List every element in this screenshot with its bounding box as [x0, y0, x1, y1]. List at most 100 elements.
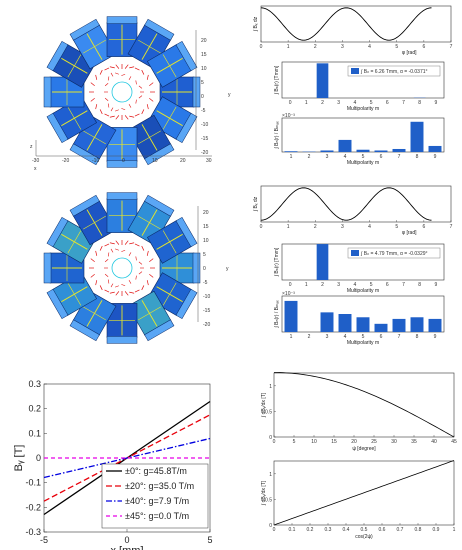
y-tick: -15 [203, 308, 210, 314]
magnet-edge [83, 130, 106, 145]
y-tick: -10 [203, 294, 210, 300]
x-tick: -10 [92, 158, 99, 164]
bar [392, 318, 406, 332]
field-arrow [135, 80, 137, 85]
x-tick-label: 15 [331, 439, 337, 445]
magnet-edge [67, 54, 82, 78]
x-tick-label: 7 [402, 282, 405, 288]
field-arrow [141, 109, 145, 115]
field-arrow [129, 66, 135, 69]
field-arrow [99, 285, 103, 291]
field-arrow [104, 83, 109, 87]
series-line [273, 460, 455, 526]
x-tick-label: 5 [362, 154, 365, 160]
field-arrow [146, 280, 149, 286]
x-axis-label: φ [rad] [402, 230, 417, 236]
legend: ∫ Bₙ = 6.26 Tmm, α = -0.0371° [347, 65, 441, 77]
field-arrow [109, 115, 115, 118]
x-axis-label: Multipolarity m [347, 106, 379, 112]
field-arrow [104, 243, 110, 247]
x-tick-label: 0.1 [289, 527, 296, 533]
magnet-block [69, 18, 117, 70]
magnet-top [69, 143, 100, 166]
magnet-edge [162, 230, 177, 254]
magnet-top [46, 40, 69, 72]
x-tick-label: 4 [368, 44, 371, 50]
field-arrow [146, 104, 149, 110]
magnet-block [46, 272, 98, 320]
bar [392, 148, 406, 152]
y-axis-label: ∫ Bₙ(r) [Tmm] [274, 65, 280, 95]
bar [410, 121, 424, 152]
x-tick-label: 0.6 [379, 527, 386, 533]
chart-field-gradient: 0.3 0.2 0.1 0 -0.1 -0.2 -0.3-5 0 5 x [mm] Bᵧ [T] ±0… [13, 379, 213, 550]
magnet-top [144, 319, 175, 342]
x-tick-label: 7 [398, 334, 401, 340]
y-tick-label: -0.1 [25, 478, 41, 488]
x-tick-label: 0 [260, 44, 263, 50]
x-tick-label: 1 [287, 44, 290, 50]
field-arrow [149, 258, 154, 263]
x-tick-label: 0 [273, 527, 276, 533]
field-arrow [99, 245, 103, 251]
field-arrow [107, 252, 110, 257]
x-tick-label: 8 [418, 100, 421, 106]
y-tick: 15 [201, 52, 207, 58]
field-arrow [121, 249, 126, 252]
magnet-top [69, 18, 100, 41]
legend: ±0°: g=45.8T/m ±20°: g=35.0 T/m ±40°: g=7.… [101, 463, 209, 529]
x-tick-label: 20 [351, 439, 357, 445]
field-arrow [115, 109, 119, 112]
field-arrow [134, 113, 140, 117]
field-arrow [107, 279, 110, 284]
y-tick: -15 [201, 136, 208, 142]
magnet-block [69, 194, 117, 246]
plot-area [273, 372, 455, 438]
y-tick-label: -0.2 [25, 502, 41, 512]
x-tick-label: 45 [451, 439, 457, 445]
field-arrow [146, 250, 149, 256]
field-arrow [109, 242, 115, 245]
x-axis-label: φ [rad] [402, 50, 417, 56]
magnet-block [146, 216, 198, 264]
x-tick-label: 10 [311, 439, 317, 445]
bar [284, 300, 298, 332]
x-tick-label: 2 [321, 100, 324, 106]
z-axis-label: z [30, 144, 33, 150]
magnet-top [69, 194, 100, 217]
legend-box [347, 65, 441, 77]
field-arrow [128, 279, 132, 284]
field-arrow [90, 82, 95, 87]
x-tick-label: 0.2 [307, 527, 314, 533]
chart-mid-residual: 1 2 3 4 5 6 7 8 9 Multipolarity m ∫ Bₙ(r) / Bₘₐₓ×1… [274, 291, 445, 346]
magnet-edge [162, 282, 177, 306]
legend-swatch [351, 68, 359, 74]
x-tick-label: 7 [402, 100, 405, 106]
y-tick-label: 0.5 [265, 497, 272, 503]
magnet-top [175, 216, 198, 248]
x-tick-label: 6 [380, 154, 383, 160]
magnet-axis-y: 20 15 10 5 0 -5 -10 -15 -20 y [197, 206, 229, 328]
y-axis-label: ∫ Bₙ(r) / Bₘₐₓ [274, 121, 280, 150]
field-arrow [135, 99, 137, 104]
magnet-top [69, 319, 100, 342]
field-arrow [95, 104, 98, 110]
x-tick-label: 2 [314, 224, 317, 230]
x-tick-label: 5 [370, 100, 373, 106]
y-tick-label: -0.3 [25, 527, 41, 537]
magnet-edge [67, 282, 82, 306]
magnet-axis-y: 20 15 10 5 0 -5 -10 -15 -20 y [195, 30, 231, 156]
x-tick-label: 7 [398, 154, 401, 160]
field-arrow [141, 69, 145, 75]
field-arrow [121, 284, 126, 287]
x-tick-label: 1 [290, 154, 293, 160]
x-tick-label: 0 [289, 100, 292, 106]
field-arrow [104, 289, 110, 293]
series-line [260, 187, 432, 221]
magnet-edge [83, 306, 106, 321]
x-tick-label: 1 [305, 100, 308, 106]
field-arrow [149, 97, 154, 102]
field-arrow [124, 64, 129, 69]
bar [356, 317, 370, 332]
field-arrow [134, 289, 140, 293]
